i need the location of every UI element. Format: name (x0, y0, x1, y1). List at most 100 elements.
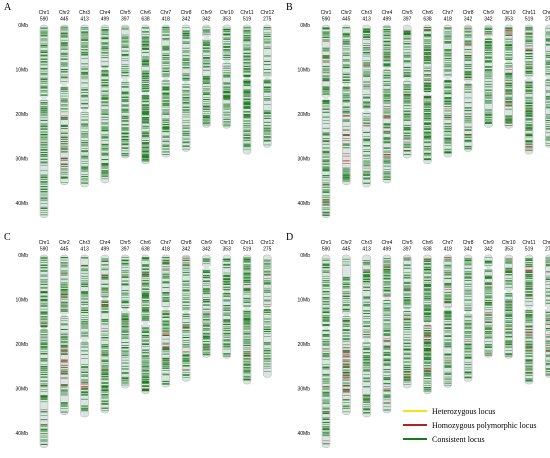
chromosome-name: Chr3 (79, 240, 90, 246)
chromosome-name: Chr12 (542, 10, 550, 16)
chromosome-marker-count: 342 (202, 17, 211, 23)
chromosome-marker-count: 638 (141, 17, 150, 23)
centromere (483, 35, 493, 40)
chromosome-name: Chr7 (160, 240, 171, 246)
chromosome-name: Chr7 (160, 10, 171, 16)
centromere (39, 96, 49, 101)
chromosome-name: Chr8 (463, 10, 474, 16)
chromosome-name: Chr9 (201, 240, 212, 246)
centromere (59, 313, 69, 318)
chromosome-marker-count: 275 (263, 247, 272, 253)
chromosome-name: Chr9 (201, 10, 212, 16)
centromere (201, 35, 211, 40)
centromere (120, 77, 130, 82)
chromosome-marker-count: 413 (80, 247, 89, 253)
chromosome-name: Chr6 (140, 240, 151, 246)
chromosome-name: Chr12 (260, 10, 274, 16)
centromere (161, 76, 171, 81)
chromosome-marker-count: 445 (60, 17, 69, 23)
axis-tick-label: 40Mb (297, 201, 310, 207)
chromosome-marker-count: 342 (182, 17, 191, 23)
centromere (402, 77, 412, 82)
chromosome-name: Chr9 (483, 10, 494, 16)
axis-tick-label: 0Mb (18, 253, 28, 259)
centromere (504, 59, 514, 64)
chromosome-name: Chr5 (402, 10, 413, 16)
chromosome-name: Chr8 (181, 10, 192, 16)
chromosome-marker-count: 342 (464, 17, 473, 23)
centromere (544, 75, 548, 80)
centromere (222, 59, 232, 64)
centromere (120, 307, 130, 312)
chromosome-marker-count: 353 (223, 17, 232, 23)
chromosome-name: Chr11 (240, 240, 253, 246)
chromosome-marker-count: 342 (182, 247, 191, 253)
chromosome-name: Chr10 (220, 10, 234, 16)
chromosome-name: Chr3 (361, 10, 372, 16)
chromosome-body (181, 24, 191, 152)
chromosome-name: Chr4 (99, 10, 110, 16)
centromere (262, 75, 272, 80)
chromosome-body (524, 24, 534, 155)
centromere (443, 76, 453, 81)
centromere (242, 306, 252, 311)
centromere (80, 108, 90, 113)
centromere (463, 80, 473, 85)
panel-letter: B (286, 2, 293, 13)
chromosome-body (80, 24, 89, 188)
centromere (382, 66, 392, 71)
chromosome-name: Chr5 (120, 240, 131, 246)
axis-tick-label: 30Mb (297, 157, 310, 163)
axis-tick-label: 40Mb (15, 431, 28, 437)
chromosome-name: Chr1 (321, 10, 332, 16)
chromosome-body (263, 254, 272, 378)
chromosome-marker-count: 499 (101, 17, 110, 23)
chromosome-name: Chr3 (79, 10, 90, 16)
panel-b: B0Mb10Mb20Mb30Mb40MbChr1590Chr2445Chr341… (286, 2, 550, 218)
chromosome-marker-count: 275 (263, 17, 272, 23)
centromere (80, 338, 90, 343)
axis-tick-label: 40Mb (15, 201, 28, 207)
chromosome-name: Chr4 (99, 240, 110, 246)
chromosome-body (382, 24, 392, 184)
chromosome-name: Chr2 (59, 240, 70, 246)
centromere (59, 83, 69, 88)
centromere (141, 91, 150, 96)
chromosome-marker-count: 342 (484, 17, 493, 23)
chromosome-marker-count: 397 (121, 247, 130, 253)
axis-tick-label: 0Mb (18, 23, 28, 29)
chromosome-marker-count: 445 (342, 17, 351, 23)
centromere (423, 91, 432, 96)
chromosome-marker-count: 590 (40, 247, 49, 253)
chromosome-body (321, 24, 331, 218)
chromosome-name: Chr11 (240, 10, 253, 16)
axis-tick-label: 20Mb (15, 342, 28, 348)
centromere (141, 321, 150, 326)
chromosome-name: Chr10 (220, 240, 234, 246)
panel-c: C0Mb10Mb20Mb30Mb40MbChr1590Chr2445Chr341… (4, 232, 274, 448)
axis-tick-label: 10Mb (297, 68, 310, 74)
centromere (341, 83, 351, 88)
panel-a: A0Mb10Mb20Mb30Mb40MbChr1590Chr2445Chr341… (4, 2, 274, 218)
axis-tick-label: 30Mb (15, 387, 28, 393)
chromosome-marker-count: 590 (40, 17, 49, 23)
centromere (100, 66, 110, 71)
axis-tick-label: 20Mb (297, 112, 310, 118)
chromosome-marker-count: 638 (423, 17, 432, 23)
